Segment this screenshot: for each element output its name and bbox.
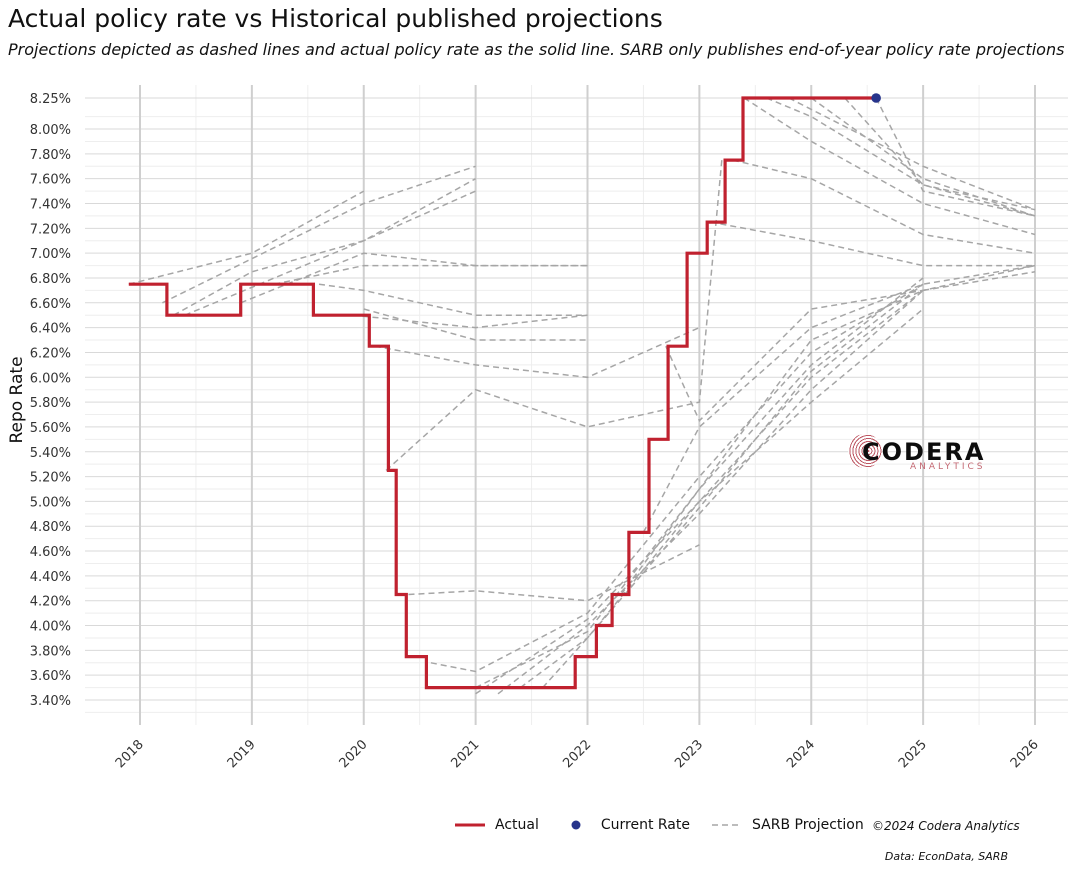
projection-line [844, 97, 1036, 217]
x-tick-label: 2021 [448, 737, 482, 771]
chart-title: Actual policy rate vs Historical publish… [8, 4, 663, 33]
current-rate-point [871, 93, 881, 103]
y-tick-label: 7.00% [30, 247, 71, 262]
x-tick-label: 2018 [113, 737, 147, 771]
codera-logo: CODERA ANALYTICS [848, 432, 988, 476]
projection-line [732, 159, 1036, 254]
source-text: Data: EconData, SARB [884, 850, 1008, 863]
codera-logo-icon [848, 434, 882, 468]
legend-item-current: Current Rate [561, 817, 690, 833]
credit-text: ©2024 Codera Analytics [872, 819, 1020, 833]
x-tick-label: 2023 [672, 737, 706, 771]
projection-line [240, 252, 588, 304]
chart-subtitle: Projections depicted as dashed lines and… [8, 40, 1065, 59]
legend-label-current: Current Rate [600, 817, 690, 833]
y-tick-label: 4.80% [30, 520, 71, 535]
projection-line [542, 308, 924, 689]
projection-line [385, 160, 723, 471]
y-tick-label: 3.40% [30, 694, 71, 709]
legend-item-projection: SARB Projection [712, 817, 864, 833]
logo-word: CODERA [862, 438, 986, 466]
projection-line [274, 264, 588, 285]
y-tick-label: 7.40% [30, 198, 71, 213]
y-tick-label: 7.60% [30, 173, 71, 188]
y-tick-label: 5.20% [30, 471, 71, 486]
projection-line [374, 326, 700, 379]
projection-line [743, 97, 1036, 236]
y-tick-label: 6.60% [30, 297, 71, 312]
y-tick-label: 6.40% [30, 322, 71, 337]
projection-line [128, 190, 365, 285]
projection-line [497, 289, 924, 695]
projection-line [788, 97, 1036, 211]
legend-label-projection: SARB Projection [752, 817, 864, 833]
legend-item-actual: Actual [455, 817, 539, 833]
logo-sub: ANALYTICS [910, 462, 986, 472]
projection-line [642, 264, 1036, 533]
projection-line [810, 97, 1036, 217]
projection-line [519, 283, 924, 689]
x-tick-label: 2019 [225, 737, 259, 771]
y-tick-label: 5.00% [30, 495, 71, 510]
y-tick-label: 6.20% [30, 346, 71, 361]
legend-swatch-actual [455, 823, 485, 827]
projection-line [162, 165, 476, 304]
y-tick-label: 6.00% [30, 371, 71, 386]
y-tick-label: 4.00% [30, 620, 71, 635]
projection-line [430, 283, 924, 673]
projection-line [875, 97, 1036, 217]
x-tick-label: 2026 [1008, 737, 1042, 771]
projection-line [475, 277, 924, 689]
projection-line [665, 264, 1036, 422]
y-tick-label: 4.40% [30, 570, 71, 585]
x-tick-label: 2025 [896, 737, 930, 771]
y-tick-label: 5.60% [30, 421, 71, 436]
y-tick-label: 7.80% [30, 148, 71, 163]
x-tick-label: 2024 [784, 737, 818, 771]
y-axis-label: Repo Rate [7, 356, 27, 443]
projection-line [352, 314, 588, 329]
projection-line [766, 97, 1036, 211]
y-tick-label: 3.60% [30, 669, 71, 684]
y-tick-label: 5.80% [30, 396, 71, 411]
legend-swatch-projection [712, 824, 742, 826]
y-tick-label: 3.80% [30, 644, 71, 659]
legend-swatch-current [571, 820, 581, 830]
y-tick-label: 8.25% [30, 92, 71, 107]
projection-line [318, 283, 588, 316]
legend-label-actual: Actual [495, 817, 539, 833]
y-tick-label: 4.20% [30, 595, 71, 610]
projection-line [710, 221, 1035, 267]
projection-line [408, 544, 700, 602]
x-tick-label: 2020 [337, 737, 371, 771]
projection-line [184, 190, 476, 316]
y-tick-label: 8.00% [30, 123, 71, 138]
y-tick-label: 6.80% [30, 272, 71, 287]
x-tick-label: 2022 [560, 737, 594, 771]
actual-line [128, 96, 877, 690]
projection-line [475, 289, 924, 695]
y-tick-label: 5.40% [30, 446, 71, 461]
legend: Actual Current Rate SARB Projection [455, 817, 886, 833]
y-tick-label: 4.60% [30, 545, 71, 560]
projection-line [363, 308, 588, 341]
projection-line [173, 178, 476, 316]
y-tick-label: 7.20% [30, 222, 71, 237]
